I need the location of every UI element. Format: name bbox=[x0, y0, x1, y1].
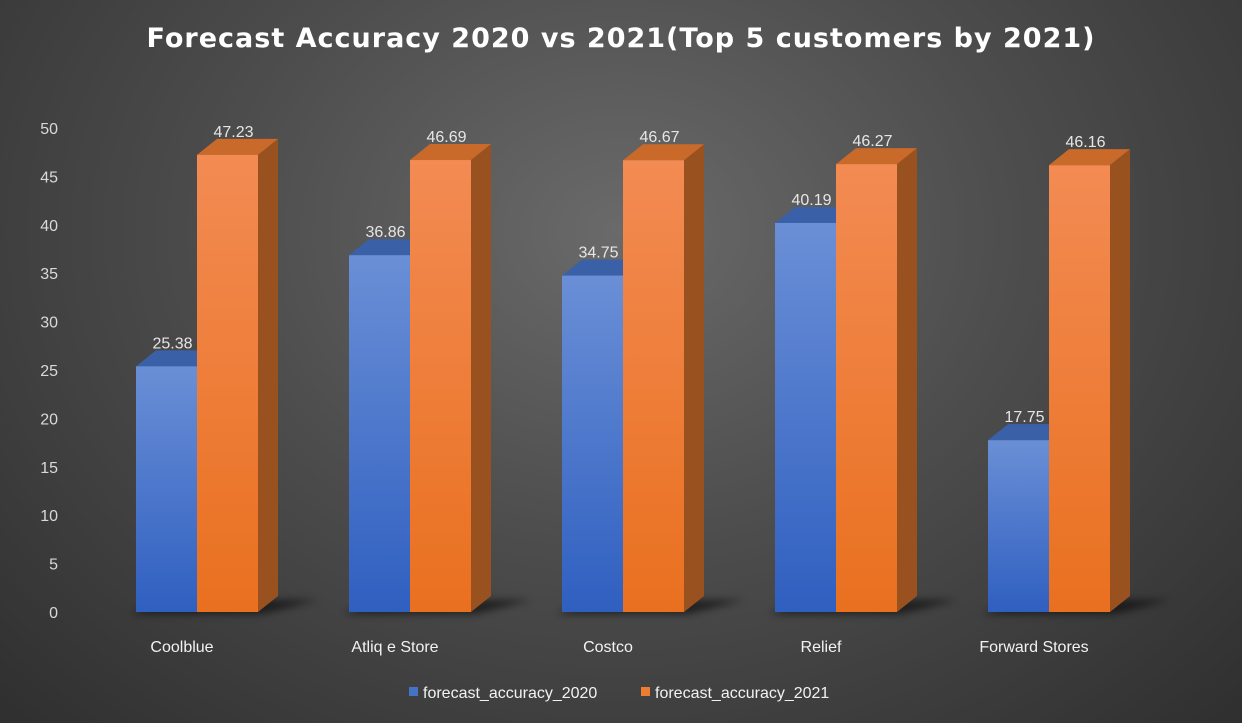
bar bbox=[623, 144, 704, 612]
bars: 25.38 47.23 36.86 46.69 34.75 46.67 40.19 46.27… bbox=[130, 124, 1170, 614]
bar-front bbox=[136, 366, 197, 612]
bar-top bbox=[197, 138, 278, 155]
y-tick-label: 40 bbox=[40, 218, 58, 235]
y-axis: 0 5 10 15 20 25 30 35 40 45 50 bbox=[40, 121, 58, 622]
legend-swatch bbox=[641, 687, 650, 696]
bar-front bbox=[988, 440, 1049, 612]
x-axis: Coolblue Atliq e Store Costco Relief Forward… bbox=[150, 639, 1088, 656]
chart-title: Forecast Accuracy 2020 vs 2021(Top 5 cus… bbox=[147, 23, 1096, 54]
y-tick-label: 45 bbox=[40, 169, 58, 186]
bar-side bbox=[258, 138, 278, 612]
data-label: 40.19 bbox=[791, 192, 831, 209]
bar-side bbox=[1110, 149, 1130, 612]
y-tick-label: 5 bbox=[49, 557, 58, 574]
data-label: 34.75 bbox=[578, 245, 618, 262]
legend-label: forecast_accuracy_2020 bbox=[423, 685, 597, 702]
bar bbox=[197, 138, 278, 612]
y-tick-label: 35 bbox=[40, 266, 58, 283]
bar-front bbox=[623, 160, 684, 612]
category-label: Relief bbox=[801, 639, 842, 656]
y-tick-label: 50 bbox=[40, 121, 58, 138]
data-label: 46.16 bbox=[1065, 134, 1105, 151]
legend-label: forecast_accuracy_2021 bbox=[655, 685, 829, 702]
bar bbox=[836, 148, 917, 613]
y-tick-label: 30 bbox=[40, 315, 58, 332]
legend: forecast_accuracy_2020 forecast_accuracy_… bbox=[409, 685, 829, 702]
category-label: Coolblue bbox=[150, 639, 213, 656]
data-label: 36.86 bbox=[365, 224, 405, 241]
bar-top bbox=[562, 259, 643, 276]
y-tick-label: 20 bbox=[40, 411, 58, 428]
bar-top bbox=[623, 144, 704, 161]
bar-front bbox=[836, 164, 897, 613]
category-label: Atliq e Store bbox=[351, 639, 438, 656]
legend-swatch bbox=[409, 687, 418, 696]
bar-side bbox=[897, 148, 917, 613]
y-tick-label: 15 bbox=[40, 460, 58, 477]
bar-front bbox=[562, 275, 623, 612]
y-tick-label: 0 bbox=[49, 605, 58, 622]
data-label: 17.75 bbox=[1004, 409, 1044, 426]
bar-top bbox=[988, 424, 1069, 441]
bar-side bbox=[684, 144, 704, 612]
bar-top bbox=[410, 144, 491, 161]
data-label: 46.27 bbox=[852, 133, 892, 150]
category-label: Costco bbox=[583, 639, 633, 656]
bar-top bbox=[1049, 149, 1130, 166]
bar-front bbox=[349, 255, 410, 613]
bar-top bbox=[775, 206, 856, 223]
bar bbox=[1049, 149, 1130, 612]
bar-front bbox=[775, 222, 836, 612]
y-tick-label: 10 bbox=[40, 508, 58, 525]
y-tick-label: 25 bbox=[40, 363, 58, 380]
bar-front bbox=[197, 154, 258, 612]
data-label: 46.69 bbox=[426, 129, 466, 146]
bar-top bbox=[836, 148, 917, 165]
bar-top bbox=[349, 239, 430, 256]
bar-front bbox=[410, 160, 471, 612]
bar-side bbox=[471, 144, 491, 612]
data-label: 46.67 bbox=[639, 129, 679, 146]
data-label: 25.38 bbox=[152, 335, 192, 352]
bar-top bbox=[136, 350, 217, 367]
bar bbox=[410, 144, 491, 612]
data-label: 47.23 bbox=[213, 124, 253, 141]
bar-front bbox=[1049, 165, 1110, 612]
category-label: Forward Stores bbox=[979, 639, 1088, 656]
